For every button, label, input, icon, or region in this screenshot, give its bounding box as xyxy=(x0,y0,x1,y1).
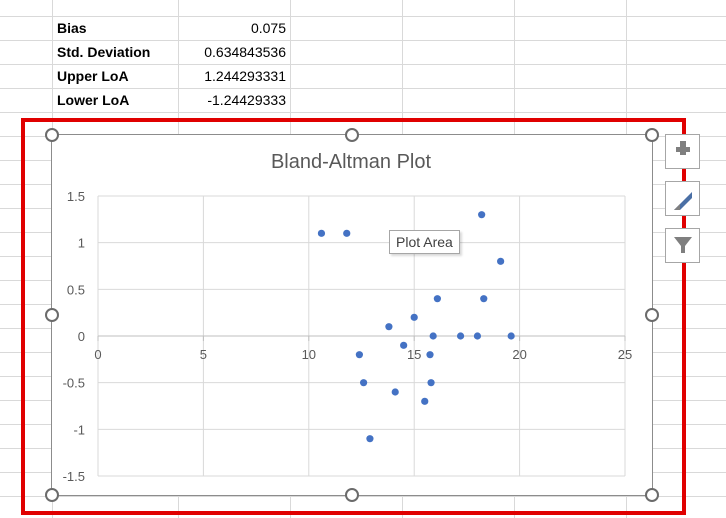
data-point[interactable] xyxy=(473,332,482,340)
data-point[interactable] xyxy=(456,332,465,340)
cell-lower-loa-label[interactable]: Lower LoA xyxy=(57,92,130,108)
x-tick-label: 15 xyxy=(407,347,421,362)
y-tick-label: 1 xyxy=(78,236,85,251)
data-point[interactable] xyxy=(421,397,429,405)
data-point[interactable] xyxy=(366,435,374,443)
data-point[interactable] xyxy=(317,229,326,237)
data-point[interactable] xyxy=(433,295,441,303)
data-point[interactable] xyxy=(497,257,505,265)
x-tick-label: 0 xyxy=(94,347,101,362)
x-tick-label: 25 xyxy=(618,347,632,362)
chart-elements-button[interactable] xyxy=(665,134,700,169)
resize-handle-bottom-right[interactable] xyxy=(645,488,659,502)
data-point[interactable] xyxy=(410,313,418,321)
chart-title[interactable]: Bland-Altman Plot xyxy=(271,151,432,173)
plus-icon xyxy=(676,141,690,155)
data-point[interactable] xyxy=(400,341,408,349)
data-point[interactable] xyxy=(391,388,399,396)
data-point[interactable] xyxy=(429,332,437,340)
resize-handle-top-center[interactable] xyxy=(345,128,359,142)
y-tick-label: 0.5 xyxy=(67,282,85,297)
resize-handle-middle-right[interactable] xyxy=(645,308,659,322)
resize-handle-bottom-center[interactable] xyxy=(345,488,359,502)
chart-filters-button[interactable] xyxy=(665,228,700,263)
resize-handle-middle-left[interactable] xyxy=(45,308,59,322)
cell-upper-loa-value[interactable]: 1.244293331 xyxy=(204,68,286,84)
scatter-chart[interactable]: Bland-Altman Plot 0 5 10 15 20 25 1.5 1 0.5 0 -0.5… xyxy=(52,135,652,495)
highlight-box xyxy=(21,118,686,515)
cell-bias-value[interactable]: 0.075 xyxy=(250,20,286,36)
data-point[interactable] xyxy=(478,211,486,219)
x-tick-label: 20 xyxy=(512,347,526,362)
x-tick-label: 10 xyxy=(302,347,316,362)
resize-handle-top-right[interactable] xyxy=(645,128,659,142)
chart-styles-button[interactable] xyxy=(665,181,700,216)
data-point[interactable] xyxy=(507,332,515,340)
data-point[interactable] xyxy=(343,229,351,237)
data-point[interactable] xyxy=(480,295,488,303)
cell-std-deviation-label[interactable]: Std. Deviation xyxy=(57,44,151,60)
cell-bias-label[interactable]: Bias xyxy=(57,20,87,36)
data-point[interactable] xyxy=(427,379,435,387)
data-point[interactable] xyxy=(385,323,393,331)
resize-handle-bottom-left[interactable] xyxy=(45,488,59,502)
filter-icon xyxy=(674,237,692,253)
data-point[interactable] xyxy=(426,351,434,359)
y-tick-label: -0.5 xyxy=(63,376,85,391)
y-tick-label: 1.5 xyxy=(67,189,85,204)
chart-points[interactable] xyxy=(317,211,515,443)
data-point[interactable] xyxy=(355,351,363,359)
plot-area-tooltip: Plot Area xyxy=(389,230,460,254)
cell-std-deviation-value[interactable]: 0.634843536 xyxy=(204,44,286,60)
data-point[interactable] xyxy=(360,379,368,387)
x-tick-label: 5 xyxy=(200,347,207,362)
y-tick-label: -1.5 xyxy=(63,469,85,484)
chart-axes: 0 5 10 15 20 25 1.5 1 0.5 0 -0.5 -1 -1.5 xyxy=(63,189,633,484)
resize-handle-top-left[interactable] xyxy=(45,128,59,142)
paintbrush-icon xyxy=(674,192,692,210)
cell-lower-loa-value[interactable]: -1.24429333 xyxy=(207,92,286,108)
y-tick-label: -1 xyxy=(73,422,85,437)
y-tick-label: 0 xyxy=(78,329,85,344)
cell-upper-loa-label[interactable]: Upper LoA xyxy=(57,68,129,84)
